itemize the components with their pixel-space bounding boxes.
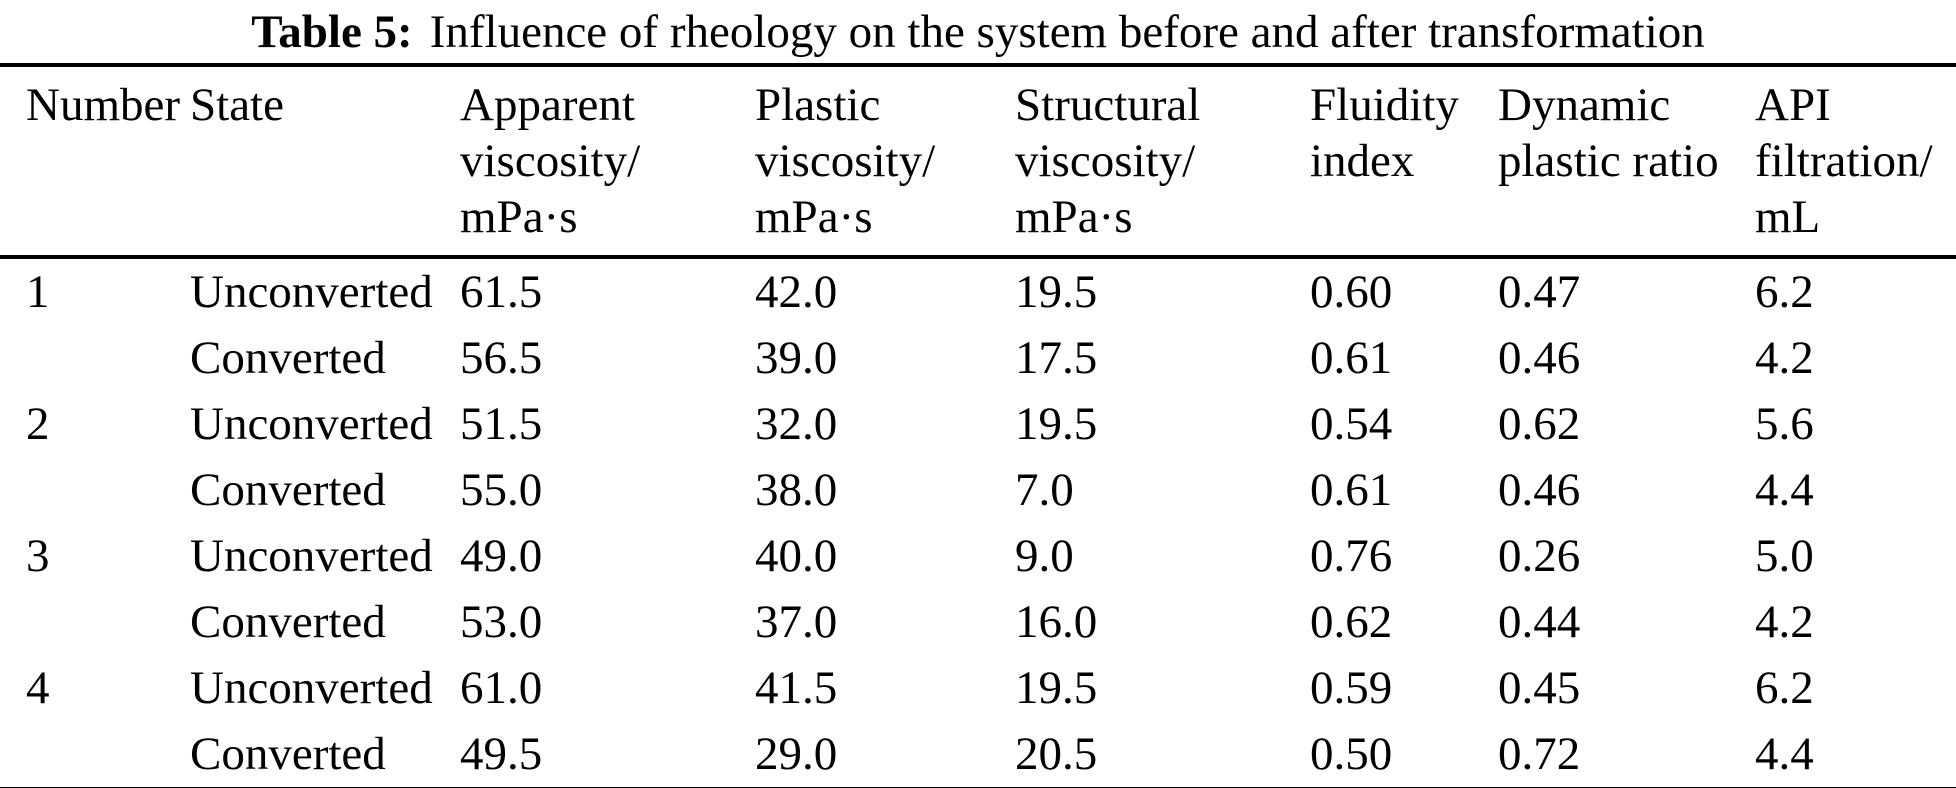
cell-state: Unconverted xyxy=(190,661,433,714)
cell-structural: 19.5 xyxy=(1015,661,1098,714)
cell-apparent: 49.0 xyxy=(460,529,543,582)
cell-api: 5.6 xyxy=(1755,397,1814,450)
cell-apparent: 49.5 xyxy=(460,727,543,780)
cell-number xyxy=(0,589,190,655)
column-header-number: Number xyxy=(26,79,181,131)
cell-api: 6.2 xyxy=(1755,661,1814,714)
table-row: 4 Unconverted 61.0 41.5 19.5 0.59 0.45 6.2 xyxy=(0,655,1956,721)
table-caption-text: Influence of rheology on the system befo… xyxy=(429,6,1705,58)
cell-fluidity: 0.61 xyxy=(1310,463,1393,516)
cell-dynamic: 0.46 xyxy=(1498,331,1581,384)
cell-structural: 19.5 xyxy=(1015,265,1098,318)
cell-api: 4.4 xyxy=(1755,727,1814,780)
cell-state: Converted xyxy=(190,595,386,648)
cell-fluidity: 0.50 xyxy=(1310,727,1393,780)
cell-dynamic: 0.26 xyxy=(1498,529,1581,582)
rheology-table: Number State Apparent viscosity/ mPa·s P… xyxy=(0,63,1956,788)
cell-fluidity: 0.76 xyxy=(1310,529,1393,582)
cell-apparent: 56.5 xyxy=(460,331,543,384)
column-header-plastic-viscosity: Plastic viscosity/ mPa·s xyxy=(755,79,936,243)
cell-state: Unconverted xyxy=(190,397,433,450)
cell-structural: 20.5 xyxy=(1015,727,1098,780)
table-caption-label: Table 5: xyxy=(251,6,413,58)
cell-structural: 17.5 xyxy=(1015,331,1098,384)
cell-plastic: 32.0 xyxy=(755,397,838,450)
cell-apparent: 53.0 xyxy=(460,595,543,648)
cell-number: 2 xyxy=(26,397,50,450)
cell-plastic: 38.0 xyxy=(755,463,838,516)
cell-apparent: 61.0 xyxy=(460,661,543,714)
cell-plastic: 41.5 xyxy=(755,661,838,714)
cell-dynamic: 0.45 xyxy=(1498,661,1581,714)
cell-state: Converted xyxy=(190,727,386,780)
table-row: 3 Unconverted 49.0 40.0 9.0 0.76 0.26 5.0 xyxy=(0,523,1956,589)
cell-api: 5.0 xyxy=(1755,529,1814,582)
table-row: 1 Unconverted 61.5 42.0 19.5 0.60 0.47 6.2 xyxy=(0,257,1956,325)
cell-fluidity: 0.54 xyxy=(1310,397,1393,450)
cell-dynamic: 0.44 xyxy=(1498,595,1581,648)
table-row: 2 Unconverted 51.5 32.0 19.5 0.54 0.62 5.6 xyxy=(0,391,1956,457)
cell-structural: 7.0 xyxy=(1015,463,1074,516)
cell-api: 6.2 xyxy=(1755,265,1814,318)
cell-fluidity: 0.61 xyxy=(1310,331,1393,384)
column-header-fluidity-index: Fluidity index xyxy=(1310,79,1459,187)
column-header-api-filtration: API filtration/ mL xyxy=(1755,79,1933,243)
table-row: Converted 49.5 29.0 20.5 0.50 0.72 4.4 xyxy=(0,721,1956,788)
cell-number xyxy=(0,325,190,391)
cell-plastic: 29.0 xyxy=(755,727,838,780)
cell-dynamic: 0.62 xyxy=(1498,397,1581,450)
cell-state: Converted xyxy=(190,463,386,516)
table-body: 1 Unconverted 61.5 42.0 19.5 0.60 0.47 6.2 Conve… xyxy=(0,257,1956,788)
table-row: Converted 55.0 38.0 7.0 0.61 0.46 4.4 xyxy=(0,457,1956,523)
table-header: Number State Apparent viscosity/ mPa·s P… xyxy=(0,65,1956,257)
column-header-dynamic-plastic-ratio: Dynamic plastic ratio xyxy=(1498,79,1719,187)
table-row: Converted 56.5 39.0 17.5 0.61 0.46 4.2 xyxy=(0,325,1956,391)
cell-structural: 16.0 xyxy=(1015,595,1098,648)
cell-number: 4 xyxy=(26,661,50,714)
cell-state: Unconverted xyxy=(190,265,433,318)
cell-dynamic: 0.72 xyxy=(1498,727,1581,780)
column-header-state: State xyxy=(190,79,284,131)
cell-plastic: 42.0 xyxy=(755,265,838,318)
cell-apparent: 55.0 xyxy=(460,463,543,516)
column-header-apparent-viscosity: Apparent viscosity/ mPa·s xyxy=(460,79,641,243)
cell-state: Converted xyxy=(190,331,386,384)
cell-dynamic: 0.46 xyxy=(1498,463,1581,516)
cell-fluidity: 0.59 xyxy=(1310,661,1393,714)
cell-state: Unconverted xyxy=(190,529,433,582)
cell-number xyxy=(0,457,190,523)
table-row: Converted 53.0 37.0 16.0 0.62 0.44 4.2 xyxy=(0,589,1956,655)
cell-number: 3 xyxy=(26,529,50,582)
cell-apparent: 51.5 xyxy=(460,397,543,450)
column-header-structural-viscosity: Structural viscosity/ mPa·s xyxy=(1015,79,1201,243)
cell-structural: 19.5 xyxy=(1015,397,1098,450)
cell-plastic: 40.0 xyxy=(755,529,838,582)
cell-dynamic: 0.47 xyxy=(1498,265,1581,318)
cell-apparent: 61.5 xyxy=(460,265,543,318)
cell-plastic: 37.0 xyxy=(755,595,838,648)
cell-api: 4.2 xyxy=(1755,595,1814,648)
cell-number xyxy=(0,721,190,788)
cell-fluidity: 0.62 xyxy=(1310,595,1393,648)
header-row: Number State Apparent viscosity/ mPa·s P… xyxy=(0,65,1956,257)
cell-api: 4.2 xyxy=(1755,331,1814,384)
cell-plastic: 39.0 xyxy=(755,331,838,384)
cell-fluidity: 0.60 xyxy=(1310,265,1393,318)
cell-structural: 9.0 xyxy=(1015,529,1074,582)
table-caption: Table 5: Influence of rheology on the sys… xyxy=(0,0,1956,62)
cell-number: 1 xyxy=(26,265,50,318)
cell-api: 4.4 xyxy=(1755,463,1814,516)
